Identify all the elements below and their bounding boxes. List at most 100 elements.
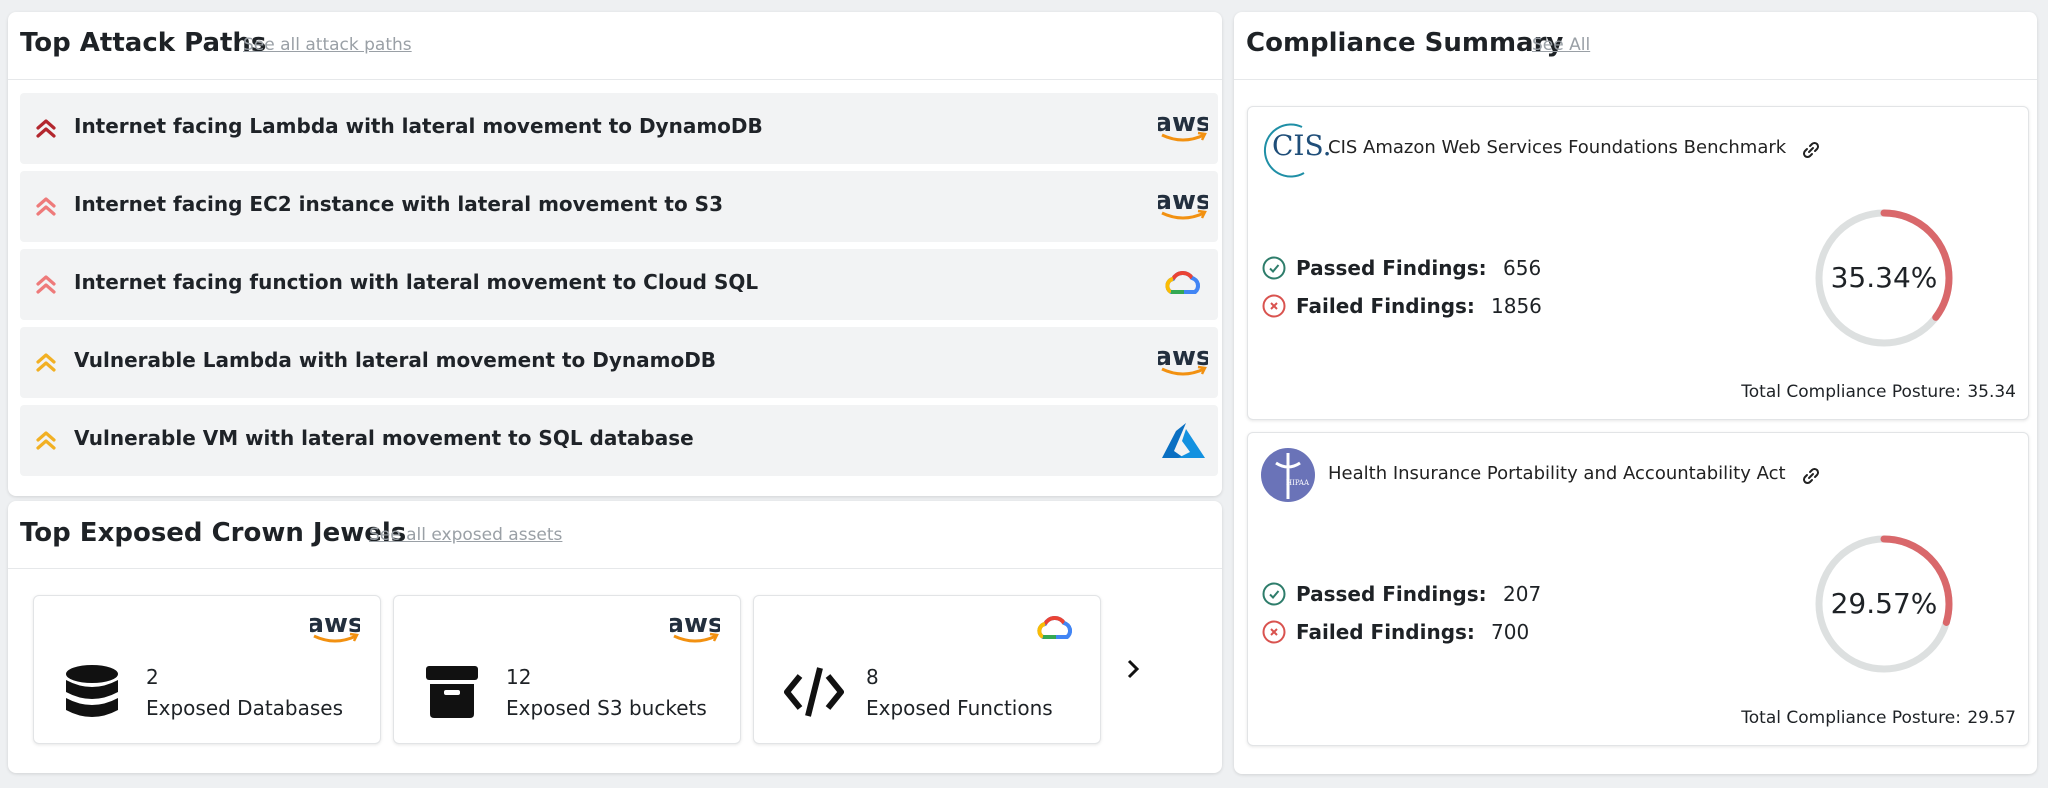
asset-icon-part [66,665,118,683]
aws-logo-part [709,632,719,642]
asset-count: 2 [146,665,159,689]
divider [8,79,1222,80]
panel-title: Top Exposed Crown Jewels [20,518,407,548]
azure-logo-part [1162,423,1186,458]
see-all-link[interactable]: See all attack paths [243,35,412,55]
posture-percent: 29.57% [1830,587,1938,620]
asset-label: Exposed S3 buckets [506,696,707,720]
compliance-card: CIS. CIS Amazon Web Services Foundations … [1247,106,2029,420]
severity-icon [36,431,56,450]
severity-icon-part [36,353,56,372]
gcp-logo-part [1043,616,1066,626]
copy-link-icon-part [1802,467,1820,485]
findings-label: Failed Findings: [1296,620,1475,644]
asset-icon-part [784,674,844,710]
copy-link-icon-part [1802,141,1820,159]
aws-logo-part [313,634,357,643]
gcp-logo-part [1165,271,1200,294]
severity-icon [36,275,56,294]
gcp-logo-part [1037,622,1046,639]
attack-path-row[interactable]: Internet facing Lambda with lateral move… [20,93,1218,164]
gcp-logo-part [1037,616,1072,639]
azure-logo-part [1178,429,1205,458]
attack-path-label: Internet facing EC2 instance with latera… [74,192,723,216]
crown-jewel-card[interactable]: 8 Exposed Functions [753,595,1101,744]
aws-logo: aws [1158,111,1208,142]
findings-value: 700 [1491,620,1530,644]
aws-logo: aws [310,612,360,643]
asset-icon-part [426,666,478,680]
findings-label: Failed Findings: [1296,294,1475,318]
status-icon-part [1269,264,1280,273]
next-arrow[interactable] [1122,658,1144,680]
aws-logo-part [1161,133,1205,142]
gcp-logo-part [1063,621,1072,639]
severity-icon [36,353,56,372]
copy-link-icon[interactable] [1800,465,1822,487]
status-icon-part [1262,294,1286,318]
framework-name: CIS Amazon Web Services Foundations Benc… [1328,137,1787,158]
aws-logo-part [1197,209,1207,219]
status-icon-part [1262,256,1286,280]
compliance-panel: Compliance Summary See All CIS. CIS Amazon … [1234,12,2037,774]
asset-label: Exposed Functions [866,696,1053,720]
severity-icon [36,197,56,216]
gcp-logo-part [1171,271,1194,281]
cis-logo-ring-part [1263,123,1305,178]
aws-logo: aws [670,612,720,643]
gcp-logo [1165,271,1200,294]
severity-icon-part [36,119,56,138]
panel-title: Compliance Summary [1246,28,1564,58]
attack-path-row[interactable]: Vulnerable VM with lateral movement to S… [20,405,1218,476]
posture-gauge [1815,535,1953,673]
attack-path-row[interactable]: Internet facing EC2 instance with latera… [20,171,1218,242]
status-icon [1262,620,1286,644]
aws-logo-part [1197,365,1207,375]
gcp-logo [1037,616,1072,639]
see-all-link[interactable]: See all exposed assets [369,525,563,545]
framework-name: Health Insurance Portability and Account… [1328,463,1786,484]
asset-icon-part [805,667,823,717]
status-icon-part [1270,628,1278,636]
posture-label: Total Compliance Posture: [1741,708,1961,728]
gcp-logo-part [1191,276,1200,294]
severity-icon [36,119,56,138]
aws-logo-part [1161,211,1205,220]
asset-icon-part [66,680,118,699]
next-arrow-part [1127,659,1140,679]
findings-value: 1856 [1491,294,1542,318]
posture-gauge [1815,209,1953,347]
asset-icon-part [66,698,118,717]
attack-path-row[interactable]: Vulnerable Lambda with lateral movement … [20,327,1218,398]
crown-jewel-card[interactable]: aws 2 Exposed Databases [33,595,381,744]
posture-arc [1815,535,1953,673]
status-icon [1262,256,1286,280]
posture-arc [1815,209,1953,347]
divider [8,568,1222,569]
cis-logo-ring [1263,123,1305,178]
attack-path-row[interactable]: Internet facing function with lateral mo… [20,249,1218,320]
findings-value: 207 [1503,582,1542,606]
see-all-link[interactable]: See All [1532,35,1591,55]
posture-value: 29.57 [1967,708,2016,728]
asset-icon [784,667,844,717]
attack-path-label: Vulnerable VM with lateral movement to S… [74,426,694,450]
asset-count: 8 [866,665,879,689]
attack-path-label: Vulnerable Lambda with lateral movement … [74,348,717,372]
findings-value: 656 [1503,256,1542,280]
logo-text: HIPAA [1286,479,1310,487]
status-icon-part [1262,582,1286,606]
azure-logo [1162,423,1205,458]
crown-jewel-card[interactable]: aws 12 Exposed S3 buckets [393,595,741,744]
aws-logo: aws [1158,345,1208,376]
attack-path-label: Internet facing function with lateral mo… [74,270,759,294]
status-icon-part [1262,620,1286,644]
attack-path-label: Internet facing Lambda with lateral move… [74,114,763,138]
aws-logo-part [349,632,359,642]
asset-icon [66,665,118,717]
copy-link-icon[interactable] [1800,139,1822,161]
aws-logo-part [1197,131,1207,141]
severity-icon-part [36,431,56,450]
status-icon-part [1269,590,1280,599]
aws-logo: aws [1158,189,1208,220]
